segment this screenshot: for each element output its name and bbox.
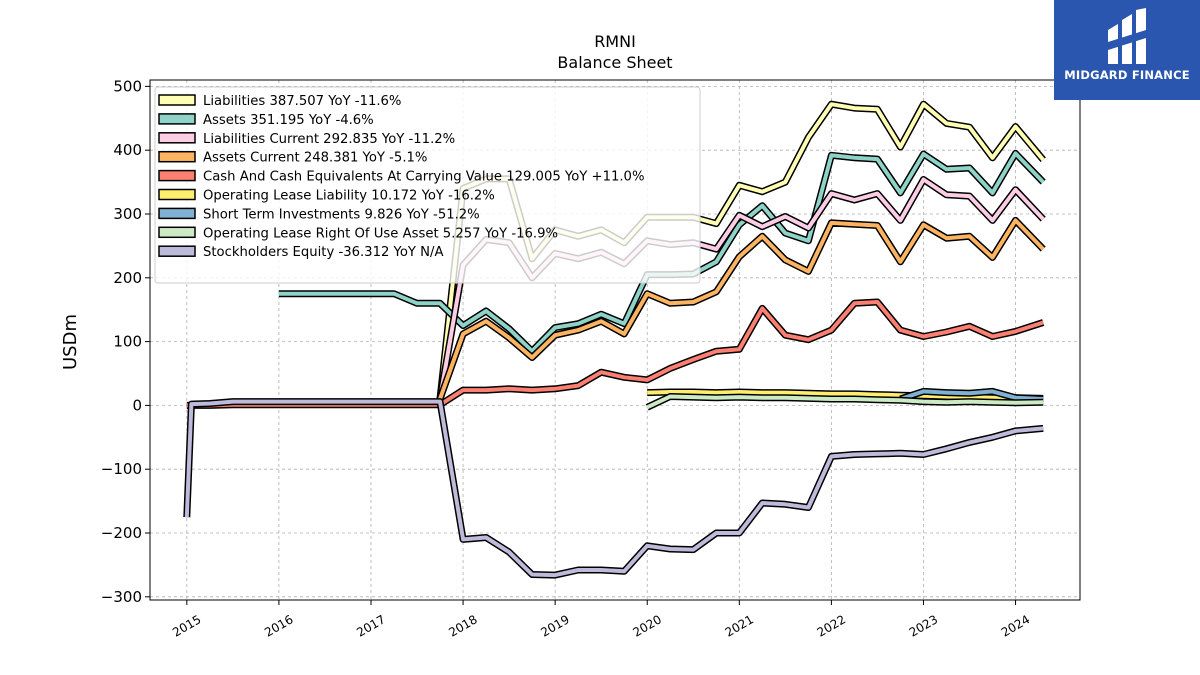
series-line-assets-current [438, 218, 1045, 400]
chart-title: RMNI [594, 32, 636, 51]
series-line-stockholders-equity [184, 399, 1044, 578]
series-line-operating-lease-liability [647, 390, 1044, 401]
legend-entry-operating-lease-liability: Operating Lease Liability 10.172 YoY -16… [203, 189, 495, 204]
legend-swatch-assets [158, 113, 196, 125]
legend-entry-operating-lease-right-of-use-asset: Operating Lease Right Of Use Asset 5.257… [203, 226, 558, 241]
y-tick-label: 400 [113, 141, 142, 159]
legend-swatch-cash-and-cash-equivalents-at-carrying-value [158, 169, 196, 182]
legend-entry-assets-current: Assets Current 248.381 YoY -5.1% [203, 151, 427, 166]
legend-swatch-operating-lease-right-of-use-asset [158, 226, 196, 239]
midgard-logo-icon [1108, 8, 1146, 64]
y-tick-label: 0 [132, 396, 142, 414]
legend-entry-assets: Assets 351.195 YoY -4.6% [203, 113, 374, 128]
y-tick-label: 300 [113, 205, 142, 223]
y-tick-label: 500 [113, 77, 142, 95]
plot-frame [149, 79, 1081, 601]
brand-name: MIDGARD FINANCE [1064, 68, 1190, 82]
legend-swatch-operating-lease-liability [158, 188, 196, 201]
legend-entry-stockholders-equity: Stockholders Equity -36.312 YoY N/A [203, 245, 444, 260]
legend-entry-cash-and-cash-equivalents-at-carrying-value: Cash And Cash Equivalents At Carrying Va… [203, 170, 644, 185]
y-tick-label: 200 [113, 269, 142, 287]
chart-subtitle: Balance Sheet [557, 53, 672, 72]
legend-swatch-short-term-investments [158, 207, 196, 220]
legend: Liabilities 387.507 YoY -11.6% Assets 351… [154, 86, 701, 284]
legend-swatch-liabilities [158, 94, 196, 106]
legend-swatch-liabilities-current [158, 132, 196, 144]
y-tick-label: −200 [101, 524, 142, 542]
y-axis-label: USDm [60, 314, 81, 370]
y-tick-label: −300 [101, 588, 142, 606]
legend-entry-liabilities: Liabilities 387.507 YoY -11.6% [203, 94, 401, 109]
legend-swatch-assets-current [158, 150, 196, 163]
legend-entry-liabilities-current: Liabilities Current 292.835 YoY -11.2% [203, 132, 455, 147]
series-line-operating-lease-right-of-use-asset [646, 394, 1044, 410]
legend-entry-short-term-investments: Short Term Investments 9.826 YoY -51.2% [203, 207, 480, 222]
legend-swatch-stockholders-equity [158, 245, 196, 257]
y-tick-label: −100 [101, 460, 142, 478]
y-tick-label: 100 [113, 333, 142, 351]
brand-logo: MIDGARD FINANCE [1054, 0, 1200, 100]
series-line-short-term-investments [899, 389, 1044, 401]
legend-box [154, 86, 701, 284]
